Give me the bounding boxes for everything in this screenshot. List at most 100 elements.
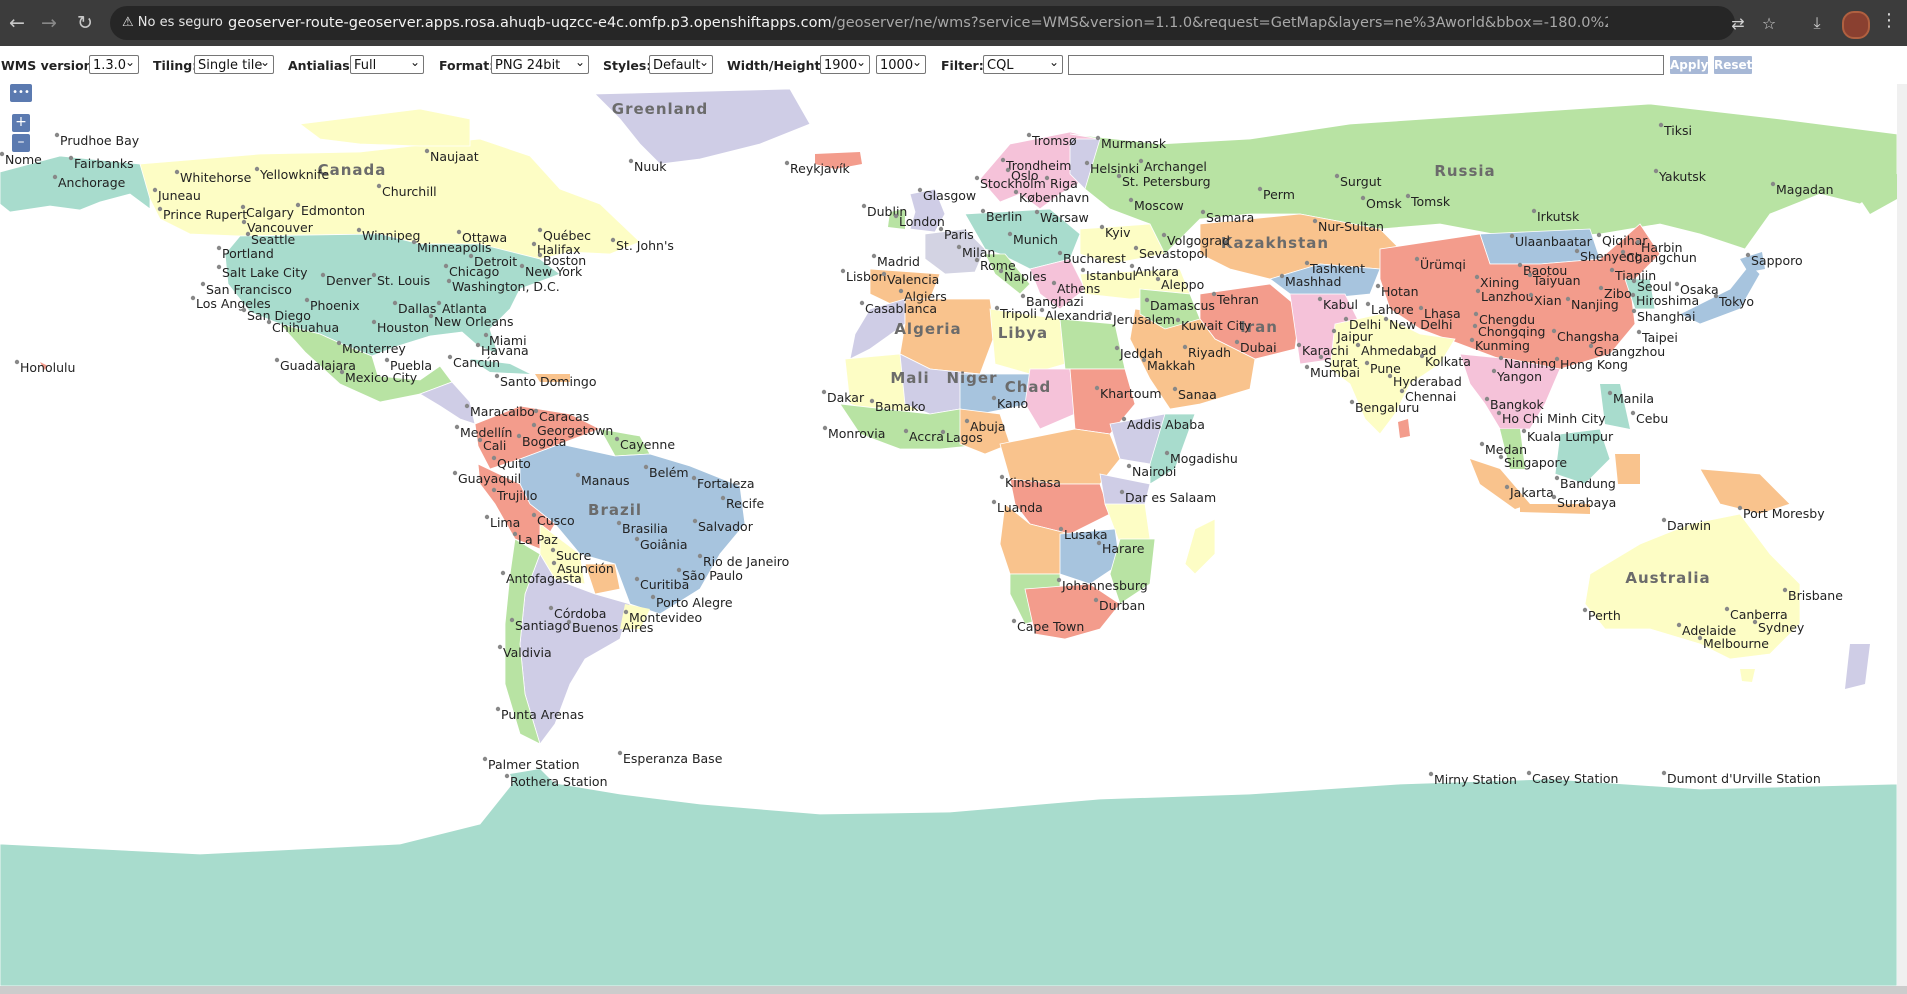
city-label: Miami — [489, 333, 527, 348]
city-dot — [504, 773, 510, 779]
city-label: Mexico City — [345, 370, 418, 385]
address-bar[interactable]: ⚠ No es seguro geoserver-route-geoserver… — [110, 6, 1776, 40]
city-dot — [446, 278, 452, 284]
antialias-select[interactable]: Full — [350, 53, 424, 74]
city-dot — [1630, 410, 1636, 416]
city-dot — [1172, 386, 1178, 392]
city-label: Chongqing — [1478, 324, 1545, 339]
city-label: Québec — [543, 228, 591, 243]
back-icon[interactable]: ← — [9, 12, 25, 34]
security-indicator[interactable]: ⚠ No es seguro — [122, 6, 223, 40]
city-dot — [1713, 293, 1719, 299]
city-dot — [537, 252, 543, 258]
more-menu-icon[interactable]: ⋮ — [1880, 10, 1898, 31]
map-viewport[interactable]: Greenland Canada Russia Kazakhstan Algeria Li… — [0, 84, 1897, 986]
city-marker: Mumbai — [1304, 364, 1360, 380]
city-label: Kano — [997, 396, 1028, 411]
uk — [909, 188, 946, 233]
city-marker: Seoul — [1631, 278, 1672, 294]
height-select[interactable]: 1000 — [876, 53, 926, 74]
city-marker: La Paz — [512, 531, 558, 547]
city-marker: Bandung — [1554, 475, 1616, 491]
city-marker: Guangzhou — [1588, 343, 1665, 359]
city-label: Mirny Station — [1434, 772, 1517, 787]
city-label: Zibo — [1604, 286, 1632, 301]
city-dot — [157, 206, 163, 212]
wms-version-select[interactable]: 1.3.0 — [89, 53, 139, 74]
vertical-scrollbar[interactable] — [1897, 84, 1907, 986]
city-dot — [1234, 339, 1240, 345]
city-label: Santo Domingo — [500, 374, 596, 389]
layer-toggle-button[interactable]: ••• — [10, 84, 32, 102]
star-icon[interactable]: ☆ — [1761, 14, 1777, 33]
city-label: Seattle — [251, 232, 296, 247]
city-dot — [428, 313, 434, 319]
city-dot — [991, 499, 997, 505]
avatar[interactable] — [1842, 11, 1870, 39]
forward-icon[interactable]: → — [41, 12, 57, 34]
tiling-label: Tiling: — [153, 58, 198, 73]
city-label: Kolkata — [1425, 354, 1471, 369]
city-marker: Sydney — [1752, 619, 1805, 635]
city-dot — [1770, 181, 1776, 187]
city-label: Manila — [1613, 391, 1654, 406]
city-label: Rothera Station — [510, 774, 608, 789]
reload-icon[interactable]: ↻ — [77, 12, 93, 34]
width-select[interactable]: 1900 — [820, 53, 870, 74]
uruguay — [620, 604, 650, 629]
city-label: Fairbanks — [74, 156, 134, 171]
city-label: Harbin — [1641, 240, 1683, 255]
city-label: Harare — [1102, 541, 1145, 556]
city-dot — [1279, 273, 1285, 279]
city-label: Tashkent — [1309, 261, 1365, 276]
city-dot — [893, 213, 899, 219]
city-marker: Mashhad — [1279, 273, 1341, 289]
city-dot — [1011, 618, 1017, 624]
city-marker: Whitehorse — [174, 169, 252, 185]
city-dot — [1312, 218, 1318, 224]
city-label: Paris — [944, 227, 974, 242]
filter-input[interactable] — [1068, 55, 1664, 75]
horizontal-scrollbar[interactable] — [0, 986, 1907, 994]
city-dot — [1360, 195, 1366, 201]
city-marker: Oslo — [1005, 167, 1038, 183]
styles-select[interactable]: Default — [649, 53, 713, 74]
world-map[interactable]: Greenland Canada Russia Kazakhstan Algeria Li… — [0, 84, 1897, 986]
city-label: Johannesburg — [1061, 578, 1148, 593]
styles-label: Styles: — [603, 58, 652, 73]
somalia — [1149, 413, 1196, 485]
city-dot — [509, 617, 515, 623]
city-label: Khartoum — [1100, 386, 1162, 401]
download-icon[interactable]: ⤓ — [1813, 13, 1821, 32]
city-marker: Yangon — [1491, 368, 1542, 384]
city-marker: Glasgow — [917, 187, 976, 203]
reset-button[interactable]: Reset — [1714, 56, 1753, 74]
city-marker: Halifax — [531, 241, 580, 257]
translate-icon[interactable]: ⇄ — [1731, 14, 1745, 33]
city-marker: Nome — [0, 151, 42, 167]
zoom-in-button[interactable]: + — [12, 114, 30, 132]
format-select[interactable]: PNG 24bit — [491, 53, 589, 74]
tiling-select[interactable]: Single tile — [194, 53, 274, 74]
city-label: Porto Alegre — [656, 595, 733, 610]
city-marker: Adelaide — [1676, 622, 1736, 638]
city-marker: Havana — [475, 342, 529, 358]
filter-label: Filter: — [941, 58, 984, 73]
city-label: Minneapolis — [417, 240, 492, 255]
url-text[interactable]: geoserver-route-geoserver.apps.rosa.ahuq… — [228, 6, 1608, 40]
ukraine — [1079, 223, 1166, 265]
filter-type-select[interactable]: CQL — [983, 53, 1063, 74]
city-dot — [1161, 232, 1167, 238]
city-label: Nuuk — [634, 159, 667, 174]
australia — [1584, 513, 1801, 660]
apply-button[interactable]: Apply — [1670, 56, 1709, 74]
city-label: Santiago — [515, 618, 570, 633]
city-marker: Sanaa — [1172, 386, 1217, 402]
city-dot — [991, 395, 997, 401]
city-marker: Belém — [643, 464, 689, 480]
city-marker: Algiers — [898, 288, 947, 304]
zoom-out-button[interactable]: – — [12, 134, 30, 152]
city-dot — [443, 263, 449, 269]
city-dot — [241, 219, 247, 225]
city-label: Portland — [222, 246, 274, 261]
